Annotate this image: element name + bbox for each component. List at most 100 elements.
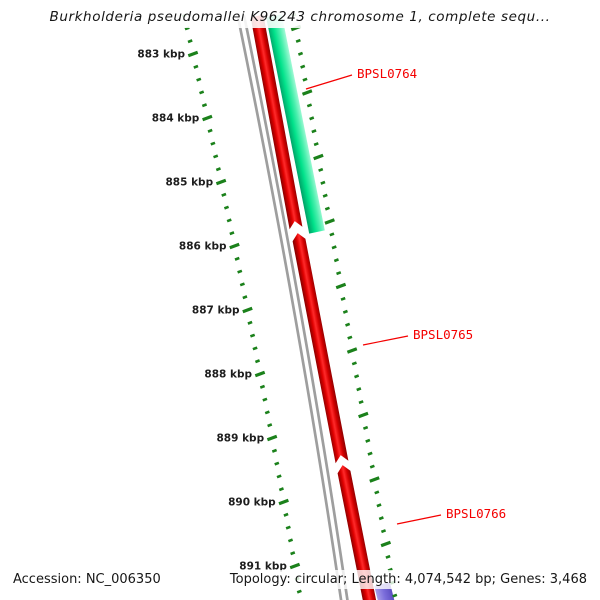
gene-label[interactable]: BPSL0764 <box>357 66 417 81</box>
ruler-tick-minor <box>259 384 266 389</box>
ruler-tick-minor <box>311 129 317 134</box>
ruler-tick-minor <box>210 141 216 146</box>
ruler-tick-minor <box>340 296 346 301</box>
ruler-label: 885 kbp <box>166 177 214 189</box>
gene-callout-line <box>305 74 353 90</box>
ruler-tick-major <box>324 218 335 225</box>
ruler-tick-minor <box>249 333 256 338</box>
gene-callout-line <box>362 335 409 346</box>
ruler-tick-minor <box>285 525 291 530</box>
ruler-tick-minor <box>278 487 284 492</box>
ruler-tick-major <box>266 434 278 442</box>
ruler-tick-minor <box>367 451 373 456</box>
ruler-tick-minor <box>318 167 324 172</box>
ruler-tick-minor <box>229 231 235 236</box>
ruler-tick-minor <box>295 38 301 43</box>
ruler-tick-minor <box>362 425 369 430</box>
ruler-tick-minor <box>302 77 308 82</box>
ruler-tick-major <box>301 89 313 96</box>
ruler-tick-major <box>289 562 301 570</box>
ruler-tick-minor <box>354 374 360 379</box>
ruler-labels: 883 kbp 884 kbp 885 kbp 886 kbp 887 kbp 888 k… <box>137 49 287 573</box>
ruler-tick-minor <box>283 512 289 517</box>
ruler-tick-minor <box>378 516 384 521</box>
ruler-tick-minor <box>215 167 221 172</box>
ruler-tick-minor <box>196 77 202 82</box>
ruler-tick-minor <box>320 180 326 185</box>
ruler-tick-minor <box>262 397 268 402</box>
ruler-tick-minor <box>287 538 294 543</box>
ruler-tick-minor <box>247 320 253 325</box>
ruler-tick-minor <box>369 464 375 469</box>
ruler-tick-minor <box>252 346 258 351</box>
ruler-tick-minor <box>309 116 315 121</box>
gene-arc-bpsl0765[interactable] <box>292 233 349 464</box>
ruler-tick-minor <box>333 258 339 263</box>
gene-label[interactable]: BPSL0766 <box>446 506 506 521</box>
ruler-tick-minor <box>300 64 306 69</box>
ruler-tick-minor <box>271 448 278 453</box>
gene-arc-bpsl0766[interactable] <box>337 465 378 600</box>
ruler-tick-major <box>346 347 358 354</box>
gene-arc-upstream-reverse[interactable] <box>250 14 303 230</box>
ruler-tick-minor <box>221 192 227 197</box>
ruler-tick-minor <box>336 271 342 276</box>
gene-label[interactable]: BPSL0765 <box>413 327 473 342</box>
ruler-tick-major <box>242 306 253 314</box>
ruler-tick-major <box>254 370 266 378</box>
ruler-tick-minor <box>290 551 296 556</box>
map-title: Burkholderia pseudomallei K96243 chromos… <box>0 0 600 28</box>
ruler-tick-minor <box>322 193 328 198</box>
ruler-tick-minor <box>356 387 362 392</box>
ruler-label: 888 kbp <box>204 369 252 381</box>
ruler-tick-minor <box>324 206 330 211</box>
ruler-tick-minor <box>237 269 243 274</box>
ruler-tick-minor <box>313 142 319 147</box>
ruler-label: 889 kbp <box>217 433 265 445</box>
ruler-label: 887 kbp <box>192 305 240 317</box>
ruler-tick-minor <box>342 309 348 314</box>
ruler-tick-major <box>369 476 380 483</box>
accession-status: Accession: NC_006350 <box>13 572 161 587</box>
ruler-tick-major <box>187 50 199 58</box>
ruler-tick-minor <box>239 282 245 287</box>
ruler-tick-minor <box>274 461 280 466</box>
ruler-tick-minor <box>234 256 240 261</box>
ruler-tick-minor <box>213 154 219 159</box>
ruler-tick-major <box>313 153 324 161</box>
ruler-tick-minor <box>306 103 313 108</box>
topology-status: Topology: circular; Length: 4,074,542 bp… <box>226 570 590 589</box>
ruler-tick-minor <box>223 205 230 210</box>
ruler-tick-minor <box>392 593 398 598</box>
ruler-tick-minor <box>242 295 248 300</box>
inner-ruler-ticks <box>181 13 302 594</box>
ruler-tick-minor <box>199 90 205 95</box>
ruler-tick-minor <box>376 503 382 508</box>
backbone-ring-highlight <box>239 15 347 600</box>
ruler-tick-minor <box>380 529 387 534</box>
ruler-tick-major <box>278 498 289 506</box>
ruler-tick-minor <box>267 423 273 428</box>
ruler-tick-minor <box>297 51 304 56</box>
gene-callout-line <box>396 514 442 525</box>
ruler-tick-minor <box>254 359 261 364</box>
ruler-label: 886 kbp <box>179 241 227 253</box>
gene-arc-bpsl0764[interactable] <box>266 14 325 234</box>
ruler-label: 883 kbp <box>137 49 185 61</box>
outer-ruler-ticks <box>290 13 398 598</box>
ruler-tick-major <box>229 242 240 250</box>
ruler-label: 891 kbp <box>239 561 287 573</box>
ruler-tick-minor <box>226 218 232 223</box>
ruler-tick-major <box>335 282 347 290</box>
ruler-tick-minor <box>201 103 208 108</box>
ruler-tick-minor <box>374 490 380 495</box>
ruler-tick-minor <box>345 322 351 327</box>
ruler-tick-minor <box>264 410 270 415</box>
ruler-label: 890 kbp <box>228 497 276 509</box>
ruler-tick-minor <box>365 438 371 443</box>
ruler-tick-minor <box>207 128 213 133</box>
ruler-tick-major <box>202 114 213 122</box>
ruler-tick-minor <box>347 335 353 340</box>
